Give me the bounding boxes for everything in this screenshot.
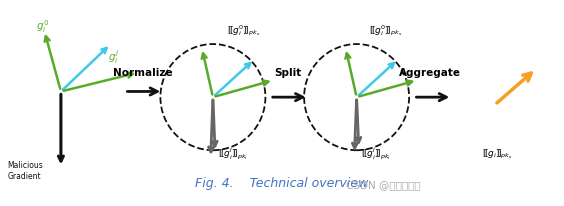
Text: Aggregate: Aggregate [399,68,461,78]
Text: $[\![g_i^j]\!]_{pk_i}$: $[\![g_i^j]\!]_{pk_i}$ [218,146,249,162]
Text: $[\![g_i^0]\!]_{pk_s}$: $[\![g_i^0]\!]_{pk_s}$ [369,23,403,38]
Text: Malicious
Gradient: Malicious Gradient [7,161,43,181]
Text: $[\![g_i^0]\!]_{pk_s}$: $[\![g_i^0]\!]_{pk_s}$ [227,23,260,38]
Text: Split: Split [274,68,301,78]
Text: Normalize: Normalize [113,68,173,78]
Text: $[\![g_i^j]\!]_{pk_i}$: $[\![g_i^j]\!]_{pk_i}$ [361,146,391,162]
Text: Fig. 4.    Technical overview: Fig. 4. Technical overview [195,177,369,190]
Text: $g_i^0$: $g_i^0$ [36,19,49,35]
Text: CSDN @卷卷卷不动: CSDN @卷卷卷不动 [346,180,420,190]
Text: $g_i^j$: $g_i^j$ [108,48,119,66]
Text: $[\![g_i]\!]_{pk_s}$: $[\![g_i]\!]_{pk_s}$ [482,147,513,161]
